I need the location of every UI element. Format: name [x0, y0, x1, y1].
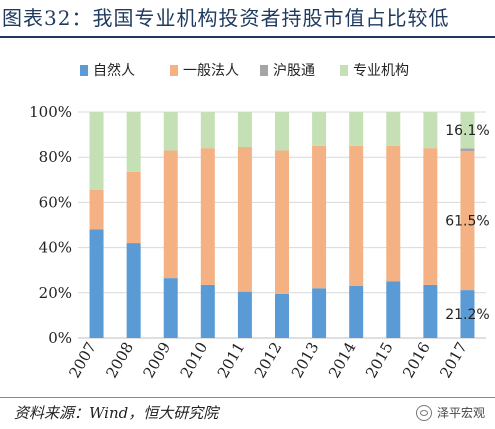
- y-tick-label: 60%: [39, 193, 72, 211]
- stacked-bar-chart: 自然人 一般法人 沪股通 专业机构 0% 20% 40% 60% 80% 100% 2007 20…: [29, 62, 490, 381]
- bar-segment: [386, 112, 401, 146]
- legend-label: 专业机构: [353, 63, 409, 79]
- y-axis: 0% 20% 40% 60% 80% 100%: [29, 103, 72, 347]
- bar-segment: [386, 281, 401, 338]
- y-tick-label: 80%: [39, 148, 72, 166]
- bar-segment: [312, 288, 327, 338]
- legend-label: 一般法人: [183, 63, 239, 79]
- chart-title: 图表32：我国专业机构投资者持股市值占比较低: [2, 6, 450, 30]
- x-tick-label: 2017: [436, 339, 471, 381]
- y-tick-label: 20%: [39, 284, 72, 302]
- bar-segment: [163, 150, 178, 279]
- wechat-icon: [415, 405, 432, 421]
- x-tick-label: 2013: [288, 339, 323, 381]
- chart-bars: [89, 112, 475, 338]
- data-label: 21.2%: [445, 307, 489, 323]
- bar-segment: [237, 147, 252, 292]
- x-tick-label: 2009: [140, 339, 175, 381]
- bar-segment: [89, 112, 104, 190]
- legend-label: 沪股通: [273, 63, 315, 79]
- bar-segment: [312, 145, 327, 289]
- bar-segment: [275, 150, 289, 294]
- bar-segment: [126, 243, 141, 338]
- bar-segment: [200, 284, 215, 338]
- bar-segment: [200, 148, 215, 285]
- bar-segment: [126, 171, 141, 244]
- bar-segment: [349, 112, 364, 146]
- legend-swatch: [260, 65, 268, 76]
- bar-segment: [126, 112, 141, 172]
- x-tick-label: 2011: [214, 339, 249, 381]
- title-divider: [0, 36, 495, 38]
- data-label: 16.1%: [445, 123, 489, 139]
- source-note: 资料来源：Wind，恒大研究院: [14, 404, 219, 422]
- chart-legend: 自然人 一般法人 沪股通 专业机构: [80, 62, 409, 79]
- bar-segment: [460, 148, 475, 152]
- x-tick-label: 2014: [325, 339, 360, 381]
- bar-segment: [423, 148, 438, 285]
- y-tick-label: 0%: [48, 329, 72, 347]
- bar-segment: [200, 112, 215, 149]
- bar-segment: [237, 112, 252, 148]
- bar-segment: [423, 284, 438, 338]
- bar-segment: [423, 112, 438, 149]
- footer-divider: [0, 397, 495, 398]
- x-tick-label: 2012: [251, 339, 286, 381]
- bar-segment: [349, 286, 364, 338]
- watermark-text: 泽平宏观: [436, 406, 485, 420]
- legend-swatch: [80, 65, 88, 76]
- bar-segment: [163, 112, 178, 151]
- bar-segment: [89, 229, 104, 338]
- watermark: 泽平宏观: [415, 403, 485, 423]
- bar-segment: [460, 112, 475, 149]
- data-label: 61.5%: [445, 214, 489, 230]
- x-tick-label: 2016: [399, 339, 434, 381]
- bar-segment: [349, 145, 364, 287]
- x-tick-label: 2015: [362, 339, 397, 381]
- bar-segment: [312, 112, 327, 146]
- bar-segment: [460, 290, 475, 338]
- x-axis: 2007 2008 2009 2010 2011 2012 2013 2014 2015 2016…: [65, 339, 471, 381]
- bar-segment: [275, 293, 289, 338]
- chart-data-labels: 16.1% 61.5% 21.2%: [445, 123, 489, 323]
- bar-segment: [460, 151, 475, 291]
- bar-segment: [163, 278, 178, 338]
- bar-segment: [386, 145, 401, 282]
- bar-segment: [237, 291, 252, 338]
- x-tick-label: 2010: [177, 339, 212, 381]
- x-tick-label: 2008: [102, 339, 137, 381]
- bar-segment: [89, 189, 104, 230]
- y-tick-label: 100%: [29, 103, 72, 121]
- legend-label: 自然人: [93, 62, 135, 79]
- bar-segment: [275, 112, 289, 151]
- legend-swatch: [340, 65, 348, 76]
- legend-swatch: [170, 65, 178, 76]
- y-tick-label: 40%: [39, 239, 72, 257]
